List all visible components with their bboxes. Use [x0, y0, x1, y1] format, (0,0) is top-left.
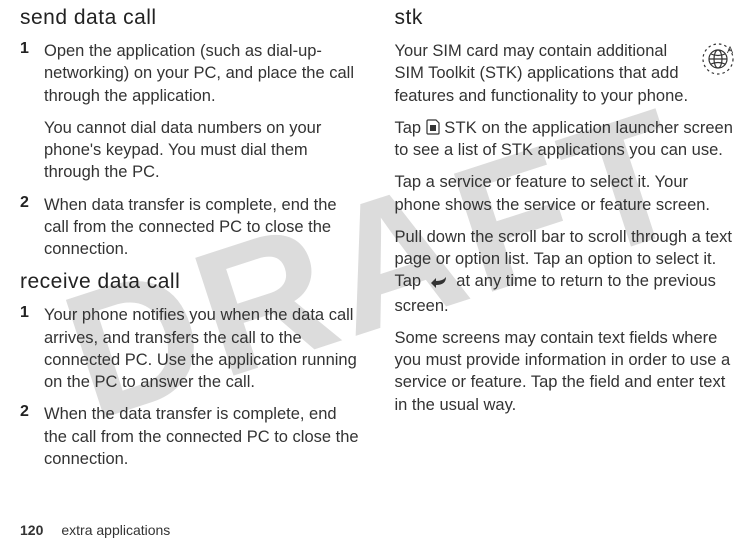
- page-number: 120: [20, 522, 43, 538]
- left-column: send data call 1 Open the application (s…: [20, 6, 361, 480]
- receive-steps: 1 Your phone notifies you when the data …: [20, 304, 361, 470]
- text-fragment: Tap: [395, 119, 426, 137]
- step-number: 1: [20, 304, 34, 393]
- stk-para-1: Your SIM card may contain additional SIM…: [395, 40, 736, 107]
- back-icon: [428, 272, 450, 294]
- right-column: stk A Your SIM card may contain addition…: [395, 6, 736, 480]
- step-text: Your phone notifies you when the data ca…: [44, 304, 361, 393]
- stk-para-5: Some screens may contain text fields whe…: [395, 327, 736, 416]
- send-step-1: 1 Open the application (such as dial-up-…: [20, 40, 361, 184]
- receive-step-1: 1 Your phone notifies you when the data …: [20, 304, 361, 393]
- section-name: extra applications: [61, 522, 170, 538]
- stk-label: STK: [444, 119, 477, 137]
- stk-para-4: Pull down the scroll bar to scroll throu…: [395, 226, 736, 317]
- step-number: 1: [20, 40, 34, 184]
- step-number: 2: [20, 194, 34, 261]
- heading-send-data-call: send data call: [20, 6, 361, 30]
- step-text: Open the application (such as dial-up-ne…: [44, 40, 361, 184]
- send-steps: 1 Open the application (such as dial-up-…: [20, 40, 361, 260]
- sim-icon: [426, 119, 440, 135]
- svg-text:A: A: [727, 45, 733, 55]
- step-text: When the data transfer is complete, end …: [44, 403, 361, 470]
- heading-stk: stk: [395, 6, 736, 30]
- receive-step-2: 2 When the data transfer is complete, en…: [20, 403, 361, 470]
- send-step-2: 2 When data transfer is complete, end th…: [20, 194, 361, 261]
- stk-para-3: Tap a service or feature to select it. Y…: [395, 171, 736, 216]
- step-text: When data transfer is complete, end the …: [44, 194, 361, 261]
- page-footer: 120 extra applications: [20, 522, 170, 538]
- step-text-sub: You cannot dial data numbers on your pho…: [44, 117, 361, 184]
- page-content: send data call 1 Open the application (s…: [0, 0, 755, 480]
- globe-icon: A: [701, 42, 735, 76]
- heading-receive-data-call: receive data call: [20, 270, 361, 294]
- step-text-main: Open the application (such as dial-up-ne…: [44, 42, 354, 105]
- stk-para-2: Tap STK on the application launcher scre…: [395, 117, 736, 162]
- step-number: 2: [20, 403, 34, 470]
